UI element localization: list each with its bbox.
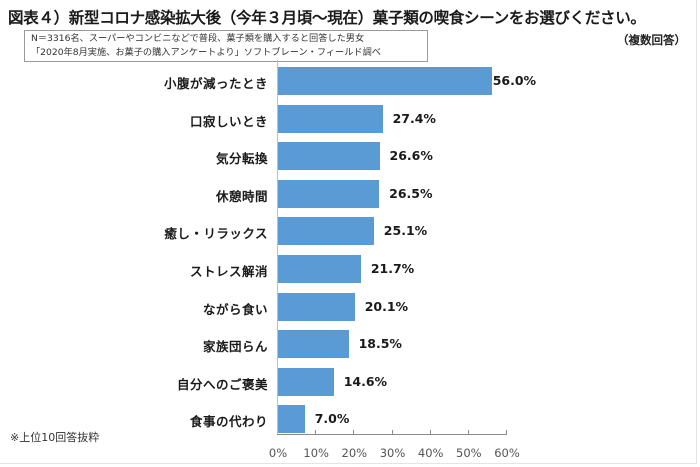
x-axis-tick-label: 40% — [417, 446, 444, 460]
x-axis-tick — [315, 430, 317, 435]
category-label: 口寂しいとき — [189, 113, 268, 129]
x-axis-tick — [429, 430, 431, 435]
category-label: 小腹が減ったとき — [163, 76, 268, 91]
value-label: 7.0% — [314, 411, 350, 427]
bar — [278, 104, 383, 133]
bar — [278, 179, 380, 208]
category-label: 癒し・リラックス — [164, 226, 268, 242]
category-label: 自分へのご褒美 — [176, 376, 268, 392]
value-label: 18.5% — [358, 336, 402, 352]
chart-title: 図表４）新型コロナ感染拡大後（今年３月頃～現在）菓子類の喫食シーンをお選びくださ… — [8, 9, 646, 27]
x-axis-tick-label: 30% — [379, 446, 406, 460]
category-label: 家族団らん — [202, 339, 268, 355]
bar — [278, 405, 305, 434]
x-axis-tick-label: 20% — [341, 446, 368, 460]
x-axis-tick — [391, 430, 393, 435]
footnote: ※上位10回答抜粋 — [10, 431, 100, 444]
category-label: 食事の代わり — [189, 414, 268, 430]
bar-row: 食事の代わり 7.0% — [0, 405, 700, 434]
bar — [278, 367, 334, 396]
bar — [278, 330, 349, 359]
x-axis-tick-label: 60% — [494, 446, 520, 460]
value-label: 26.5% — [389, 185, 433, 201]
category-label: 休憩時間 — [215, 188, 268, 204]
x-axis-tick — [353, 430, 355, 435]
y-axis-line — [277, 60, 278, 435]
bar-row: 癒し・リラックス 25.1% — [0, 217, 700, 246]
bar-row: 家族団らん 18.5% — [0, 330, 700, 359]
value-label: 21.7% — [370, 261, 415, 276]
value-label: 14.6% — [343, 373, 388, 389]
value-label: 20.1% — [364, 298, 409, 314]
bar — [278, 255, 361, 283]
bar-row: 休憩時間 26.5% — [0, 179, 700, 208]
value-label: 26.6% — [389, 148, 433, 164]
value-label: 25.1% — [383, 223, 428, 239]
category-label: 気分転換 — [215, 151, 268, 167]
survey-note-box: N＝3316名、スーパーやコンビニなどで普段、菓子類を購入すると回答した男女 「… — [24, 30, 428, 62]
category-label: ストレス解消 — [189, 264, 268, 279]
bar-row: 自分へのご褒美 14.6% — [0, 367, 700, 396]
multiple-answer-label: （複数回答） — [617, 33, 686, 47]
value-label: 56.0% — [492, 73, 537, 88]
bar-row: ストレス解消 21.7% — [0, 255, 700, 283]
bar — [278, 67, 492, 95]
value-label: 27.4% — [392, 110, 436, 126]
bar-row: 小腹が減ったとき 56.0% — [0, 67, 700, 95]
bar — [278, 142, 380, 171]
x-axis-tick-label: 50% — [456, 446, 482, 460]
x-axis-tick — [506, 430, 507, 435]
category-label: ながら食い — [202, 301, 268, 317]
bar — [278, 292, 355, 321]
bar — [278, 217, 374, 246]
x-axis-tick — [467, 430, 469, 435]
bar-row: ながら食い 20.1% — [0, 292, 700, 321]
bar-row: 口寂しいとき 27.4% — [0, 104, 700, 133]
bar-row: 気分転換 26.6% — [0, 142, 700, 171]
survey-note-line2: 「2020年8月実施、お菓子の購入アンケートより」ソフトブレーン・フィールド調べ — [31, 47, 381, 58]
x-axis-tick-label: 0% — [268, 446, 288, 460]
survey-note-line1: N＝3316名、スーパーやコンビニなどで普段、菓子類を購入すると回答した男女 — [31, 33, 365, 44]
x-axis-tick-label: 10% — [303, 446, 329, 460]
